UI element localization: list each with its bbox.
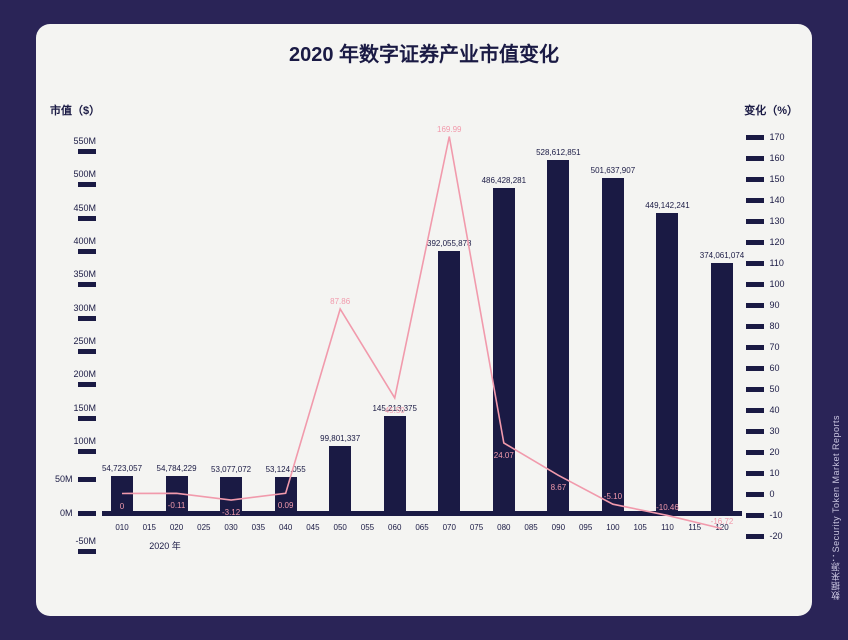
line-label: 0 [120, 502, 124, 511]
line-label: 87.86 [330, 297, 350, 306]
line-label: 169.99 [437, 125, 461, 134]
y-right-tick: -10 [746, 510, 792, 520]
y-right-title: 变化（%） [744, 102, 798, 118]
line-label: 24.07 [494, 451, 514, 460]
y-left-tick: 500M [52, 169, 96, 189]
y-right-tick: 160 [746, 153, 792, 163]
y-right-tick: 10 [746, 468, 792, 478]
y-right-tick: 150 [746, 174, 792, 184]
y-right-tick: 80 [746, 321, 792, 331]
y-right-tick: 0 [746, 489, 792, 499]
y-right-tick: 40 [746, 405, 792, 415]
line-label: -5.10 [604, 492, 622, 501]
y-right-tick: 20 [746, 447, 792, 457]
y-right-tick: 130 [746, 216, 792, 226]
y-left-tick: 50M [52, 474, 96, 484]
line-label: 0.09 [278, 501, 294, 510]
chart-area: -50M 0M 50M 100M 150M 200M 250M 300M 350… [112, 126, 732, 546]
y-right-tick: 110 [746, 258, 792, 268]
y-left-tick: 400M [52, 236, 96, 256]
line-label: 8.67 [551, 483, 567, 492]
change-line [112, 126, 732, 546]
y-left-tick: -50M [52, 536, 96, 556]
source-credit: 数据来源：Security Token Market Reports [829, 415, 842, 600]
y-left-tick: 300M [52, 303, 96, 323]
y-right-tick: 140 [746, 195, 792, 205]
y-right-tick: 100 [746, 279, 792, 289]
y-right-tick: 30 [746, 426, 792, 436]
line-label: 45.50 [385, 406, 405, 415]
y-left-tick: 450M [52, 203, 96, 223]
y-left-title: 市值（$） [50, 102, 100, 118]
y-left-tick: 550M [52, 136, 96, 156]
y-left-tick: 100M [52, 436, 96, 456]
chart-panel: 2020 年数字证券产业市值变化 市值（$） 变化（%） -50M 0M 50M… [36, 24, 812, 616]
y-right-tick: 170 [746, 132, 792, 142]
line-label: -0.11 [168, 501, 186, 510]
y-left-tick: 250M [52, 336, 96, 356]
chart-title: 2020 年数字证券产业市值变化 [36, 24, 812, 67]
line-label: -3.12 [222, 508, 240, 517]
line-label: -16.72 [711, 517, 734, 526]
y-right-tick: 70 [746, 342, 792, 352]
line-label: -10.46 [656, 503, 679, 512]
y-left-tick: 150M [52, 403, 96, 423]
y-right-tick: 60 [746, 363, 792, 373]
y-right-tick: 120 [746, 237, 792, 247]
y-left-tick: 200M [52, 369, 96, 389]
y-right-tick: 90 [746, 300, 792, 310]
y-left-tick: 0M [52, 508, 96, 518]
y-right-tick: 50 [746, 384, 792, 394]
y-right-tick: -20 [746, 531, 792, 541]
y-left-tick: 350M [52, 269, 96, 289]
